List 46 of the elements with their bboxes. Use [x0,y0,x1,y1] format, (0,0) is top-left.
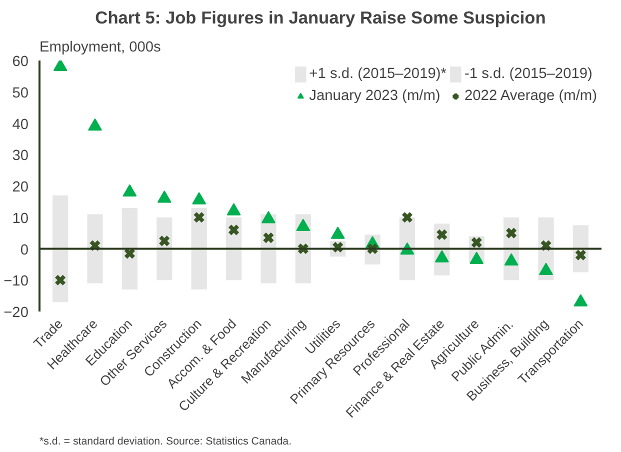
text: *s.d. = standard deviation. Source: Statistics Canada. [40,436,292,448]
point [89,240,101,252]
bar [191,248,207,290]
point [88,118,102,131]
point [54,274,66,286]
point [158,235,170,247]
legend-label: +1 s.d. (2015–2019)* [309,66,446,82]
chart-title: Chart 5: Job Figures in January Raise Some Suspicion [95,8,546,28]
bar [87,214,103,249]
y-tick-label: 10 [12,210,29,227]
bar [52,248,68,302]
y-axis-title: Employment, 000s [40,40,161,56]
bar [260,248,276,284]
point [261,210,276,224]
y-tick-label: −20 [4,305,29,321]
point [192,192,206,204]
point [53,60,68,72]
point [401,211,414,224]
bar [87,248,103,284]
point [366,242,378,255]
point [470,252,484,264]
bar [122,208,138,249]
bar [295,248,311,284]
bar [156,248,172,280]
legend-label: -1 s.d. (2015–2019) [464,66,592,82]
y-tick-label: 0 [20,242,29,258]
bar [226,248,242,280]
legend-label: January 2023 (m/m) [309,88,440,104]
point [330,226,345,239]
point [262,232,274,244]
point [157,190,172,203]
y-tick-label: 50 [12,85,29,102]
point [297,242,310,255]
point [122,184,137,197]
legend-label: 2022 Average (m/m) [464,88,597,104]
y-tick-label: 30 [12,148,29,164]
bar [52,195,68,249]
point [226,203,241,216]
bar [572,225,588,249]
point [332,241,344,254]
y-tick-label: 60 [12,54,29,70]
point [540,240,552,252]
y-tick-label: 40 [12,116,29,133]
y-tick-label: 20 [12,180,29,196]
y-tick-label: −10 [4,274,29,290]
point [193,211,205,224]
